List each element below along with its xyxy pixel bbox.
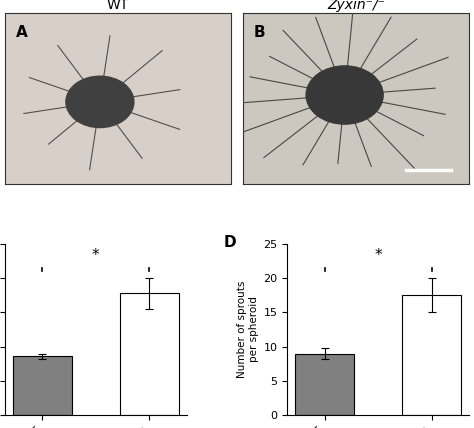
Title: WT: WT — [107, 0, 129, 12]
Text: *: * — [374, 248, 382, 263]
Text: B: B — [254, 25, 265, 40]
Text: *: * — [92, 248, 100, 263]
Bar — [13, 356, 72, 415]
Text: D: D — [223, 235, 236, 250]
Bar — [295, 354, 354, 415]
Bar — [120, 293, 179, 415]
Circle shape — [66, 76, 134, 128]
Text: A: A — [16, 25, 28, 40]
Bar — [402, 295, 461, 415]
Title: Zyxin⁻/⁻: Zyxin⁻/⁻ — [327, 0, 385, 12]
Y-axis label: Number of sprouts
per spheroid: Number of sprouts per spheroid — [237, 281, 259, 378]
Circle shape — [306, 66, 383, 124]
